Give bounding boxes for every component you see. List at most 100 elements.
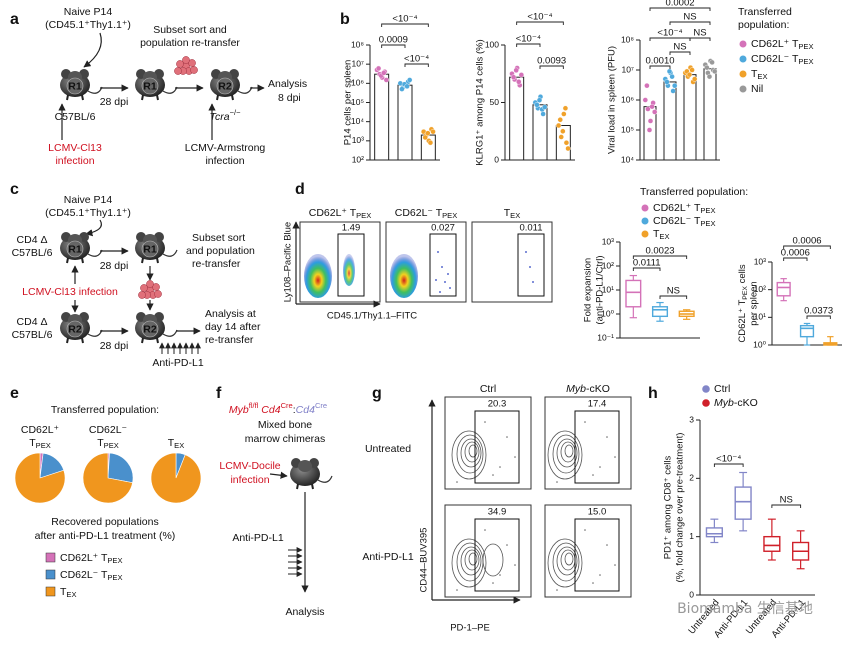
- contour: [456, 434, 484, 474]
- legend-label-part: T: [60, 586, 67, 598]
- point: [557, 117, 563, 123]
- y-tick-label: 50: [490, 97, 500, 107]
- y-tick-label: 10⁰: [753, 339, 766, 349]
- mouse-tail: [237, 86, 253, 94]
- plot-frame: [544, 396, 632, 490]
- point: [404, 83, 410, 90]
- label: Anti-PD-L1: [232, 532, 284, 544]
- event: [447, 273, 449, 275]
- mouse: R1: [60, 69, 103, 101]
- mouse-foot: [141, 94, 144, 101]
- plot-title-part: EX: [510, 211, 520, 220]
- plot-title: TEX: [504, 207, 521, 220]
- label: infection: [230, 474, 269, 486]
- pie-title-part: PEX: [36, 441, 51, 450]
- mouse-foot: [141, 257, 144, 264]
- bracket: [632, 267, 661, 271]
- y-tick-label: 10²: [754, 284, 766, 294]
- panel-label: g: [372, 385, 382, 402]
- legend-label-part: T: [751, 68, 758, 80]
- plot-title-part: PEX: [442, 211, 457, 220]
- label: population re-transfer: [140, 37, 240, 49]
- y-axis-label-part: PEX: [742, 286, 749, 300]
- gate: [574, 410, 620, 484]
- contour: [460, 546, 482, 576]
- label: CD4 Δ: [17, 316, 48, 328]
- point: [646, 127, 653, 133]
- point: [427, 139, 434, 146]
- cell: [154, 290, 162, 298]
- y-tick-label: 10⁶: [621, 94, 634, 104]
- mouse-foot: [296, 483, 299, 490]
- label: re-transfer: [192, 258, 241, 270]
- label-part: fl/fl: [249, 401, 259, 410]
- y-tick-label: 1: [689, 531, 694, 541]
- bracket-label: <10⁻⁴: [392, 14, 417, 25]
- event: [599, 466, 601, 468]
- mouse-foot: [81, 337, 84, 344]
- point: [430, 128, 436, 135]
- mouse-badge: [141, 77, 159, 95]
- contour: [547, 538, 583, 588]
- mouse: R2: [135, 312, 178, 344]
- event: [492, 582, 494, 584]
- point: [686, 71, 693, 78]
- mouse-tail: [317, 475, 333, 483]
- pie-title-part: EX: [174, 441, 184, 450]
- event: [514, 564, 516, 566]
- gate-value: 0.027: [431, 223, 455, 234]
- event: [449, 287, 451, 289]
- bracket-label: <10⁻⁴: [516, 34, 541, 45]
- point: [712, 68, 718, 75]
- label: Naive P14: [64, 194, 113, 206]
- contour: [547, 430, 583, 480]
- row-label: Anti-PD-L1: [362, 551, 414, 563]
- plot-title-part: CD62L⁺ T: [309, 207, 357, 219]
- bar: [509, 76, 525, 161]
- box: [651, 306, 669, 318]
- y-tick-label: 0: [689, 589, 694, 599]
- plot-title: CD62L⁻ TPEX: [395, 207, 457, 220]
- event: [614, 456, 616, 458]
- density: [343, 254, 355, 286]
- label: infection: [205, 155, 244, 167]
- label: C57BL/6: [55, 111, 96, 123]
- y-axis-label-part: CD62L⁺ T: [737, 300, 748, 343]
- point: [666, 68, 673, 75]
- legend-label: Ctrl: [714, 383, 730, 395]
- mouse-tail: [162, 249, 178, 257]
- legend-label-part: EX: [66, 590, 76, 599]
- box: [776, 281, 791, 297]
- legend-label: CD62L⁺ TPEX: [751, 38, 813, 51]
- label: Transferred population:: [51, 404, 159, 416]
- point: [709, 59, 715, 66]
- y-axis-label: P14 cells per spleen: [343, 60, 354, 146]
- point: [652, 109, 658, 115]
- legend-label: Myb-cKO: [714, 397, 758, 409]
- bracket-label: 0.0111: [633, 258, 661, 269]
- plot-title-part: PEX: [356, 211, 371, 220]
- bracket-label: 0.0093: [537, 56, 566, 67]
- label: Mybfl/fl Cd4Cre:Cd4Cre: [229, 401, 327, 416]
- y-tick-label: 10¹: [754, 312, 766, 322]
- y-tick-label: 10²: [602, 260, 614, 270]
- contour: [556, 546, 578, 576]
- bracket: [649, 65, 671, 69]
- point: [383, 77, 390, 83]
- bracket-label: NS: [667, 286, 680, 297]
- gate-value: 34.9: [488, 507, 507, 518]
- bar: [397, 84, 413, 161]
- mouse-foot: [66, 257, 69, 264]
- panel-label: e: [10, 385, 19, 402]
- plot-title-part: T: [504, 207, 511, 219]
- event: [444, 281, 446, 283]
- pie-title-part: PEX: [104, 441, 119, 450]
- event: [584, 421, 586, 423]
- pie-slice: [82, 452, 133, 504]
- bracket-label: 0.0006: [781, 248, 810, 259]
- mouse-label: R1: [143, 243, 157, 255]
- gate-value: 1.49: [342, 223, 361, 234]
- y-tick-label: 10³: [352, 135, 364, 145]
- event: [592, 474, 594, 476]
